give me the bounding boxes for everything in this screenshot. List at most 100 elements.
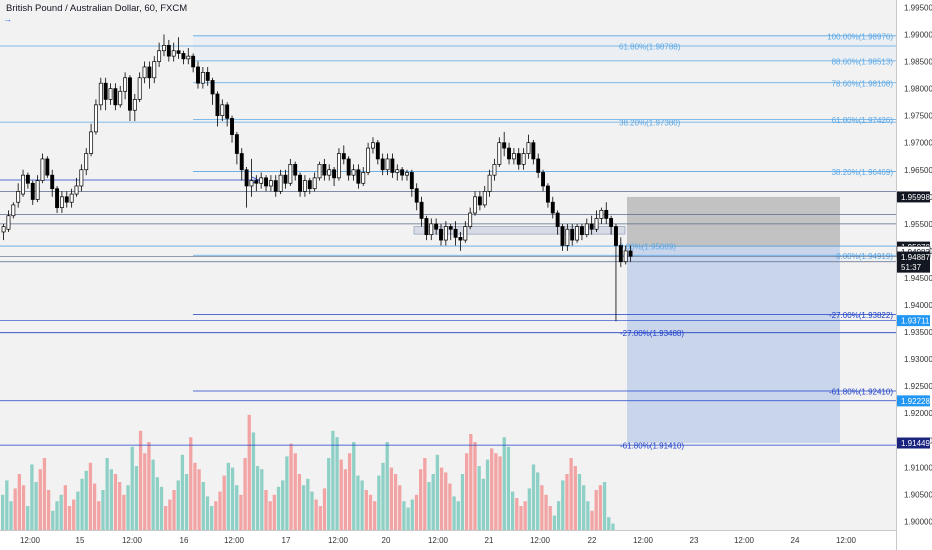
candle[interactable] [69,193,74,203]
candle[interactable] [375,142,380,160]
candle[interactable] [531,142,536,160]
candle[interactable] [599,209,604,219]
candle[interactable] [618,245,623,263]
candle[interactable] [191,55,196,68]
candle[interactable] [419,201,424,219]
candle[interactable] [298,174,303,192]
candle[interactable] [458,237,463,241]
candle[interactable] [482,191,487,206]
candle[interactable] [89,131,94,154]
candle[interactable] [434,223,439,230]
candle[interactable] [244,169,249,187]
candle[interactable] [264,177,268,187]
candle[interactable] [579,226,584,236]
candle[interactable] [502,142,507,149]
candle[interactable] [312,177,317,190]
candle[interactable] [64,196,69,203]
candle[interactable] [137,77,142,100]
candle[interactable] [230,118,234,135]
candle[interactable] [307,180,312,190]
candle[interactable] [108,88,113,100]
candle[interactable] [254,180,259,184]
candle[interactable] [570,228,575,241]
candle[interactable] [560,226,565,246]
candle[interactable] [623,250,628,263]
candle[interactable] [186,55,191,60]
candle[interactable] [196,66,200,84]
candle[interactable] [268,180,273,187]
candle[interactable] [1,226,6,233]
candle[interactable] [210,80,215,95]
candle[interactable] [336,153,341,179]
candle[interactable] [55,188,60,208]
candle[interactable] [278,174,283,192]
candle[interactable] [575,226,580,241]
candle[interactable] [147,66,152,79]
candle[interactable] [327,169,332,176]
price-axis[interactable] [896,0,932,550]
candle[interactable] [545,185,550,203]
candle[interactable] [371,142,375,149]
candle[interactable] [283,174,288,184]
arrow-right-icon[interactable]: → [3,14,12,24]
candle[interactable] [361,172,366,184]
candle[interactable] [157,50,162,62]
candle[interactable] [118,90,123,106]
candle[interactable] [565,228,570,246]
candle[interactable] [405,172,409,176]
candle[interactable] [249,180,254,187]
candle[interactable] [162,44,166,52]
candle[interactable] [594,218,599,230]
candle[interactable] [584,223,589,236]
candle[interactable] [351,169,356,176]
candle[interactable] [302,180,307,192]
candle[interactable] [356,169,361,184]
candle[interactable] [414,188,419,203]
stop-loss-zone[interactable] [627,196,840,248]
candle[interactable] [103,82,108,100]
candle[interactable] [511,153,516,160]
candle[interactable] [536,158,541,173]
candle[interactable] [98,82,103,106]
candle[interactable] [220,104,225,117]
candle[interactable] [30,182,35,200]
candle[interactable] [395,169,400,173]
candle[interactable] [477,196,482,206]
candle[interactable] [516,153,521,165]
candle[interactable] [443,226,448,241]
candle[interactable] [550,201,555,214]
candle[interactable] [390,158,395,173]
candle[interactable] [93,104,98,133]
candle[interactable] [74,185,79,195]
candle[interactable] [259,177,264,184]
candle[interactable] [59,196,64,208]
candle[interactable] [239,153,244,171]
candle[interactable] [215,93,220,117]
candle[interactable] [332,169,337,179]
candle[interactable] [288,163,293,184]
candle[interactable] [439,228,443,241]
candle[interactable] [448,226,453,230]
candle[interactable] [507,147,511,160]
candle[interactable] [366,147,371,173]
candle[interactable] [176,50,181,54]
candle[interactable] [123,77,128,92]
candle[interactable] [555,212,560,227]
consolidation-box[interactable] [413,226,626,235]
candle[interactable] [128,77,132,111]
candle[interactable] [526,142,531,154]
candle[interactable] [132,99,137,111]
candle[interactable] [6,215,11,230]
candle[interactable] [50,174,55,190]
candle[interactable] [589,223,594,230]
candle[interactable] [181,53,186,60]
candle[interactable] [35,180,40,200]
candle[interactable] [25,174,30,184]
candle[interactable] [234,134,239,154]
candle[interactable] [142,66,147,79]
candle[interactable] [614,226,618,246]
candle[interactable] [200,72,205,84]
candle[interactable] [424,218,429,236]
candle[interactable] [409,172,414,190]
